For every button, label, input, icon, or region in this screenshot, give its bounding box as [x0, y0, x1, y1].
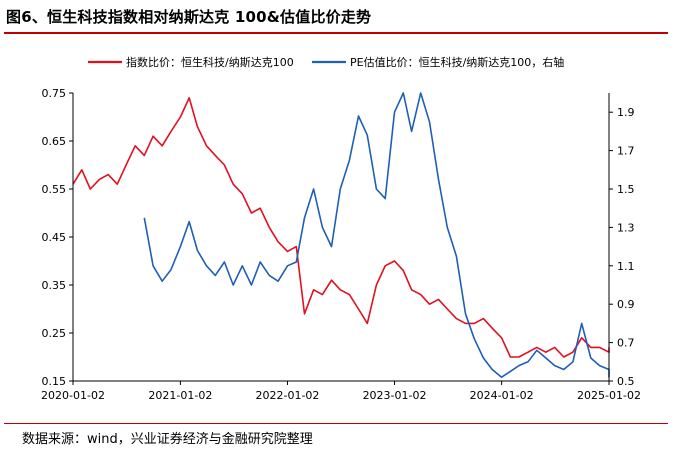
y-left-tick-label: 0.75 [42, 87, 67, 100]
y-right-tick-label: 1.3 [617, 221, 635, 234]
y-right-tick-label: 0.9 [617, 298, 635, 311]
y-right-tick-label: 1.5 [617, 183, 635, 196]
legend-label-1: 指数比价：恒生科技/纳斯达克100 [126, 55, 294, 69]
y-right-tick-label: 0.5 [617, 375, 635, 388]
series-layer [72, 92, 610, 379]
line-chart: 指数比价：恒生科技/纳斯达克100 PE估值比价：恒生科技/纳斯达克100，右轴 … [41, 55, 641, 402]
x-tick-label: 2020-01-02 [41, 389, 105, 402]
y-left-tick-label: 0.65 [42, 135, 67, 148]
y-right-tick-label: 1.1 [617, 260, 635, 273]
x-tick-label: 2021-01-02 [148, 389, 212, 402]
source-note: 数据来源：wind，兴业证券经济与金融研究院整理 [22, 432, 313, 447]
y-left-tick-label: 0.45 [42, 231, 67, 244]
y-left-tick-label: 0.25 [42, 327, 67, 340]
x-tick-label: 2023-01-02 [363, 389, 427, 402]
axes: 0.15 0.25 0.35 0.45 0.55 0.65 0.75 0.5 0.7 0.9 1.1… [41, 87, 641, 402]
y-right-tick-label: 1.7 [617, 145, 635, 158]
y-left-tick-label: 0.15 [42, 375, 67, 388]
x-tick-label: 2025-01-02 [577, 389, 641, 402]
legend: 指数比价：恒生科技/纳斯达克100 PE估值比价：恒生科技/纳斯达克100，右轴 [88, 55, 564, 69]
footer-rule [4, 423, 668, 424]
y-left-tick-label: 0.35 [42, 279, 67, 292]
x-tick-label: 2022-01-02 [255, 389, 319, 402]
page-title: 图6、恒生科技指数相对纳斯达克 100&估值比价走势 [6, 8, 372, 26]
y-left-tick-label: 0.55 [42, 183, 67, 196]
series-line-2 [143, 92, 610, 379]
x-tick-label: 2024-01-02 [470, 389, 534, 402]
title-rule [4, 32, 668, 34]
legend-label-2: PE估值比价：恒生科技/纳斯达克100，右轴 [350, 55, 564, 69]
series-line-1 [72, 96, 610, 358]
y-right-tick-label: 1.9 [617, 106, 635, 119]
y-right-tick-label: 0.7 [617, 337, 635, 350]
